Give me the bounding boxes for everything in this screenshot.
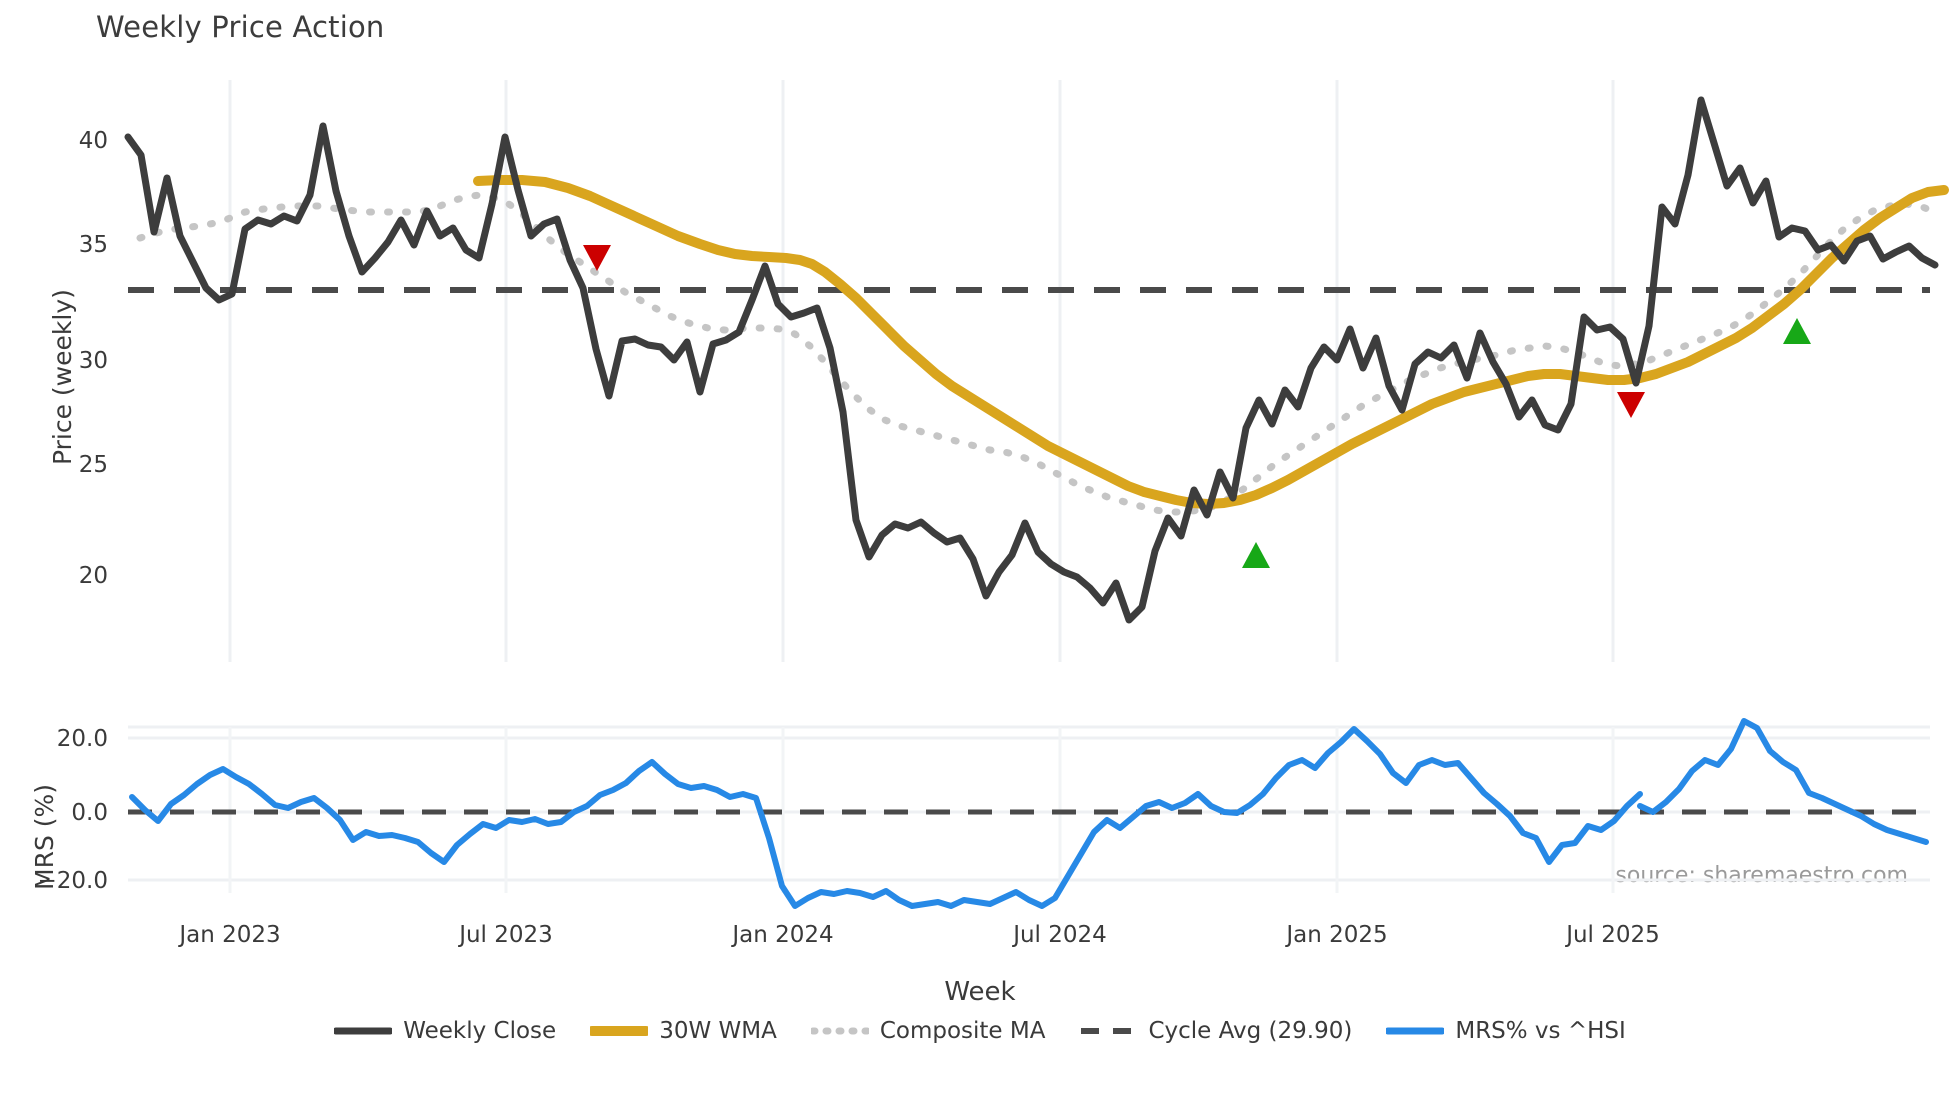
signal-markers [583, 245, 1811, 568]
xtick-jan-2024: Jan 2024 [732, 922, 834, 948]
xtick-jul-2023: Jul 2023 [459, 922, 553, 948]
legend-swatch-30w-wma [590, 1020, 649, 1042]
legend-item-cycle-avg[interactable]: Cycle Avg (29.90) [1079, 1018, 1352, 1044]
series-weekly-close [124, 96, 1939, 624]
xtick-jul-2024: Jul 2024 [1013, 922, 1107, 948]
mrs-panel-vgridlines [228, 727, 1615, 893]
sell-marker-1 [583, 245, 611, 271]
mrs-ytick-neg20: −20.0 [37, 868, 108, 894]
chart-legend: Weekly Close 30W WMA Composite MA Cycle … [0, 1018, 1960, 1044]
legend-label-weekly-close: Weekly Close [403, 1018, 557, 1044]
legend-item-weekly-close[interactable]: Weekly Close [334, 1018, 556, 1044]
legend-label-composite-ma: Composite MA [879, 1018, 1046, 1044]
series-30w-wma [473, 175, 1949, 509]
legend-label-30w-wma: 30W WMA [659, 1018, 777, 1044]
xtick-jan-2023: Jan 2023 [179, 922, 281, 948]
x-axis-label: Week [944, 977, 1016, 1007]
mrs-ytick-20: 20.0 [56, 726, 108, 752]
legend-swatch-weekly-close [334, 1020, 393, 1042]
legend-swatch-cycle-avg [1079, 1020, 1137, 1042]
series-mrs-vs-hsi-tail [1637, 718, 1929, 845]
legend-label-mrs-vs-hsi: MRS% vs ^HSI [1455, 1018, 1626, 1044]
legend-item-composite-ma[interactable]: Composite MA [810, 1018, 1046, 1044]
page-title: Weekly Price Action [96, 10, 385, 44]
series-composite-ma [136, 191, 1939, 516]
legend-label-cycle-avg: Cycle Avg (29.90) [1148, 1018, 1353, 1044]
mrs-ytick-0: 0.0 [71, 800, 108, 826]
xtick-jan-2025: Jan 2025 [1286, 922, 1388, 948]
xtick-jul-2025: Jul 2025 [1566, 922, 1660, 948]
sell-marker-2 [1617, 392, 1645, 418]
buy-marker-1 [1242, 542, 1270, 568]
buy-marker-2 [1783, 318, 1811, 344]
series-mrs-vs-hsi [129, 726, 1643, 909]
legend-swatch-mrs-vs-hsi [1386, 1020, 1445, 1042]
price-panel-gridlines [228, 80, 1615, 662]
price-ytick-35: 35 [78, 232, 108, 258]
price-ytick-20: 20 [78, 563, 108, 589]
legend-item-mrs-vs-hsi[interactable]: MRS% vs ^HSI [1386, 1018, 1626, 1044]
legend-item-30w-wma[interactable]: 30W WMA [590, 1018, 777, 1044]
legend-swatch-composite-ma [810, 1020, 869, 1042]
price-ytick-40: 40 [78, 128, 108, 154]
price-ytick-30: 30 [78, 348, 108, 374]
source-note: source: sharemaestro.com [1615, 863, 1908, 888]
price-ytick-25: 25 [78, 452, 108, 478]
